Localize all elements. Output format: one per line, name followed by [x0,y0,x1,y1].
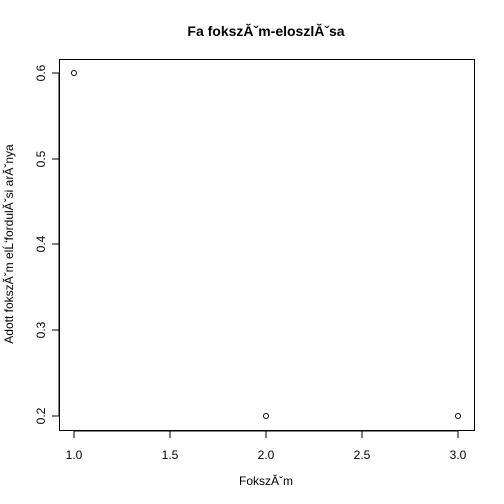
y-tick-label-1: 0.2 [34,407,48,424]
data-points [71,70,461,419]
y-tick-label-3: 0.4 [34,235,48,252]
data-point-3 [455,413,461,419]
y-tick-label-4: 0.5 [34,150,48,167]
data-point-1 [71,70,77,76]
x-tick-label-3: 2.0 [258,448,275,462]
x-axis-label: FokszĂˇm [239,473,293,488]
plot-frame [59,59,475,431]
x-tick-label-1: 1.0 [66,448,83,462]
y-axis-label: Adott fokszĂˇm elĹ‘fordulĂˇsi arĂˇnya [1,144,16,344]
x-tick-label-4: 2.5 [354,448,371,462]
y-tick-label-5: 0.6 [34,64,48,81]
y-axis: 0.2 0.3 0.4 0.5 0.6 [34,64,60,424]
y-tick-label-2: 0.3 [34,321,48,338]
x-axis: 1.0 1.5 2.0 2.5 3.0 [66,430,467,462]
chart-title: Fa fokszĂˇm-eloszlĂˇsa [187,23,344,39]
data-point-2 [263,413,269,419]
x-tick-label-5: 3.0 [450,448,467,462]
x-tick-label-2: 1.5 [162,448,179,462]
